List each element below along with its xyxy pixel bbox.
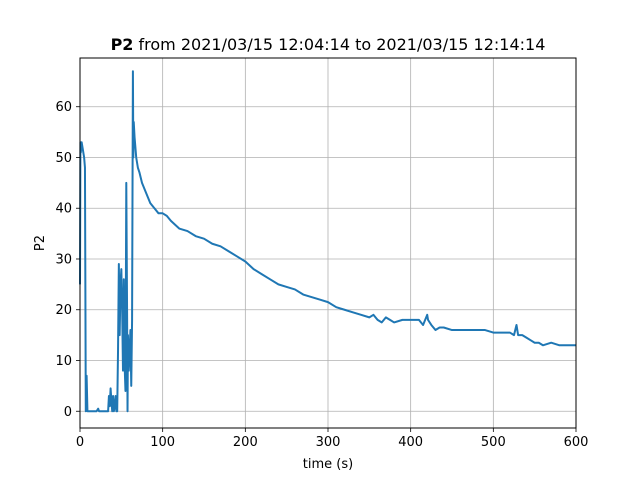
y-tick-label: 20 xyxy=(55,303,72,318)
x-tick-label: 0 xyxy=(76,435,84,450)
y-tick-label: 30 xyxy=(55,252,72,267)
x-tick-label: 100 xyxy=(150,435,175,450)
x-tick-label: 200 xyxy=(233,435,258,450)
y-tick-label: 40 xyxy=(55,202,72,217)
grid-lines xyxy=(79,58,577,428)
chart-title-rest: from 2021/03/15 12:04:14 to 2021/03/15 1… xyxy=(133,35,545,54)
x-axis-label: time (s) xyxy=(303,457,353,472)
y-tick-label: 10 xyxy=(55,354,72,369)
y-tick-label: 50 xyxy=(55,151,72,166)
x-tick-label: 400 xyxy=(398,435,423,450)
x-tick-label: 600 xyxy=(564,435,589,450)
x-tick-label: 300 xyxy=(316,435,341,450)
x-tick-label: 500 xyxy=(481,435,506,450)
axis-ticks: 0 100 200 300 400 500 600 0 10 20 30 40 50 60 xyxy=(55,100,588,450)
series-line xyxy=(79,70,576,413)
y-tick-label: 60 xyxy=(55,100,72,115)
series-layer xyxy=(79,70,576,413)
chart-title-bold: P2 xyxy=(111,35,134,54)
chart-title: P2 from 2021/03/15 12:04:14 to 2021/03/1… xyxy=(111,35,546,54)
y-axis-label: P2 xyxy=(33,235,48,251)
y-tick-label: 0 xyxy=(64,405,72,420)
